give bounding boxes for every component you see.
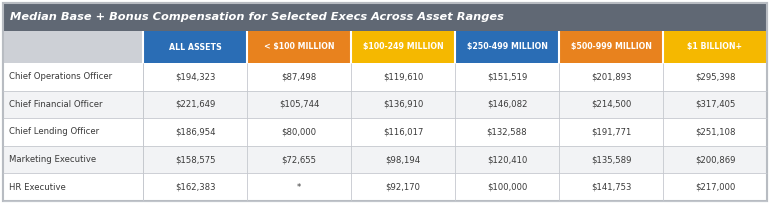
Text: $186,954: $186,954 <box>175 128 216 136</box>
Text: Chief Financial Officer: Chief Financial Officer <box>9 100 102 109</box>
FancyBboxPatch shape <box>455 173 559 201</box>
Text: Chief Lending Officer: Chief Lending Officer <box>9 128 99 136</box>
FancyBboxPatch shape <box>455 91 559 118</box>
Text: $80,000: $80,000 <box>282 128 316 136</box>
Text: $132,588: $132,588 <box>487 128 527 136</box>
FancyBboxPatch shape <box>143 173 247 201</box>
FancyBboxPatch shape <box>559 31 663 63</box>
FancyBboxPatch shape <box>247 63 351 91</box>
FancyBboxPatch shape <box>143 31 247 63</box>
Text: $200,869: $200,869 <box>695 155 735 164</box>
FancyBboxPatch shape <box>351 173 455 201</box>
Text: $250-499 MILLION: $250-499 MILLION <box>467 42 547 51</box>
FancyBboxPatch shape <box>455 31 559 63</box>
FancyBboxPatch shape <box>351 63 455 91</box>
Text: $92,170: $92,170 <box>386 183 420 192</box>
FancyBboxPatch shape <box>143 118 247 146</box>
FancyBboxPatch shape <box>3 91 143 118</box>
FancyBboxPatch shape <box>559 91 663 118</box>
FancyBboxPatch shape <box>143 63 247 91</box>
FancyBboxPatch shape <box>663 118 767 146</box>
Text: $146,082: $146,082 <box>487 100 527 109</box>
Text: $98,194: $98,194 <box>386 155 420 164</box>
Text: $221,649: $221,649 <box>175 100 215 109</box>
FancyBboxPatch shape <box>559 173 663 201</box>
Text: $119,610: $119,610 <box>383 72 424 81</box>
Text: Median Base + Bonus Compensation for Selected Execs Across Asset Ranges: Median Base + Bonus Compensation for Sel… <box>10 12 504 22</box>
FancyBboxPatch shape <box>3 173 143 201</box>
Text: $1 BILLION+: $1 BILLION+ <box>688 42 742 51</box>
Text: $87,498: $87,498 <box>281 72 316 81</box>
FancyBboxPatch shape <box>663 31 767 63</box>
Text: $295,398: $295,398 <box>695 72 735 81</box>
FancyBboxPatch shape <box>559 118 663 146</box>
Text: $100-249 MILLION: $100-249 MILLION <box>363 42 444 51</box>
Text: $141,753: $141,753 <box>591 183 631 192</box>
FancyBboxPatch shape <box>143 146 247 173</box>
FancyBboxPatch shape <box>455 63 559 91</box>
FancyBboxPatch shape <box>143 91 247 118</box>
Text: $136,910: $136,910 <box>383 100 424 109</box>
Text: $191,771: $191,771 <box>591 128 631 136</box>
Text: $194,323: $194,323 <box>175 72 215 81</box>
Text: *: * <box>297 183 301 192</box>
Text: $162,383: $162,383 <box>175 183 216 192</box>
FancyBboxPatch shape <box>3 146 143 173</box>
FancyBboxPatch shape <box>3 31 143 63</box>
Text: $120,410: $120,410 <box>487 155 527 164</box>
FancyBboxPatch shape <box>247 173 351 201</box>
FancyBboxPatch shape <box>559 146 663 173</box>
FancyBboxPatch shape <box>455 118 559 146</box>
Text: Chief Operations Officer: Chief Operations Officer <box>9 72 112 81</box>
FancyBboxPatch shape <box>3 3 767 201</box>
FancyBboxPatch shape <box>663 63 767 91</box>
Text: $72,655: $72,655 <box>282 155 316 164</box>
FancyBboxPatch shape <box>663 91 767 118</box>
FancyBboxPatch shape <box>351 31 455 63</box>
Text: $214,500: $214,500 <box>591 100 631 109</box>
Text: $158,575: $158,575 <box>175 155 216 164</box>
Text: Marketing Executive: Marketing Executive <box>9 155 96 164</box>
FancyBboxPatch shape <box>559 63 663 91</box>
FancyBboxPatch shape <box>3 63 143 91</box>
Text: < $100 MILLION: < $100 MILLION <box>264 42 334 51</box>
FancyBboxPatch shape <box>351 146 455 173</box>
Text: $500-999 MILLION: $500-999 MILLION <box>571 42 651 51</box>
Text: $151,519: $151,519 <box>487 72 527 81</box>
Text: $100,000: $100,000 <box>487 183 527 192</box>
FancyBboxPatch shape <box>247 146 351 173</box>
Text: $116,017: $116,017 <box>383 128 424 136</box>
Text: $251,108: $251,108 <box>695 128 735 136</box>
FancyBboxPatch shape <box>663 173 767 201</box>
Text: $105,744: $105,744 <box>279 100 320 109</box>
FancyBboxPatch shape <box>247 91 351 118</box>
FancyBboxPatch shape <box>3 118 143 146</box>
FancyBboxPatch shape <box>455 146 559 173</box>
Text: HR Executive: HR Executive <box>9 183 65 192</box>
Text: $201,893: $201,893 <box>591 72 631 81</box>
FancyBboxPatch shape <box>351 118 455 146</box>
Text: ALL ASSETS: ALL ASSETS <box>169 42 222 51</box>
FancyBboxPatch shape <box>247 118 351 146</box>
FancyBboxPatch shape <box>351 91 455 118</box>
Text: $217,000: $217,000 <box>695 183 735 192</box>
Text: $317,405: $317,405 <box>695 100 735 109</box>
FancyBboxPatch shape <box>247 31 351 63</box>
FancyBboxPatch shape <box>663 146 767 173</box>
Text: $135,589: $135,589 <box>591 155 631 164</box>
FancyBboxPatch shape <box>3 3 767 31</box>
